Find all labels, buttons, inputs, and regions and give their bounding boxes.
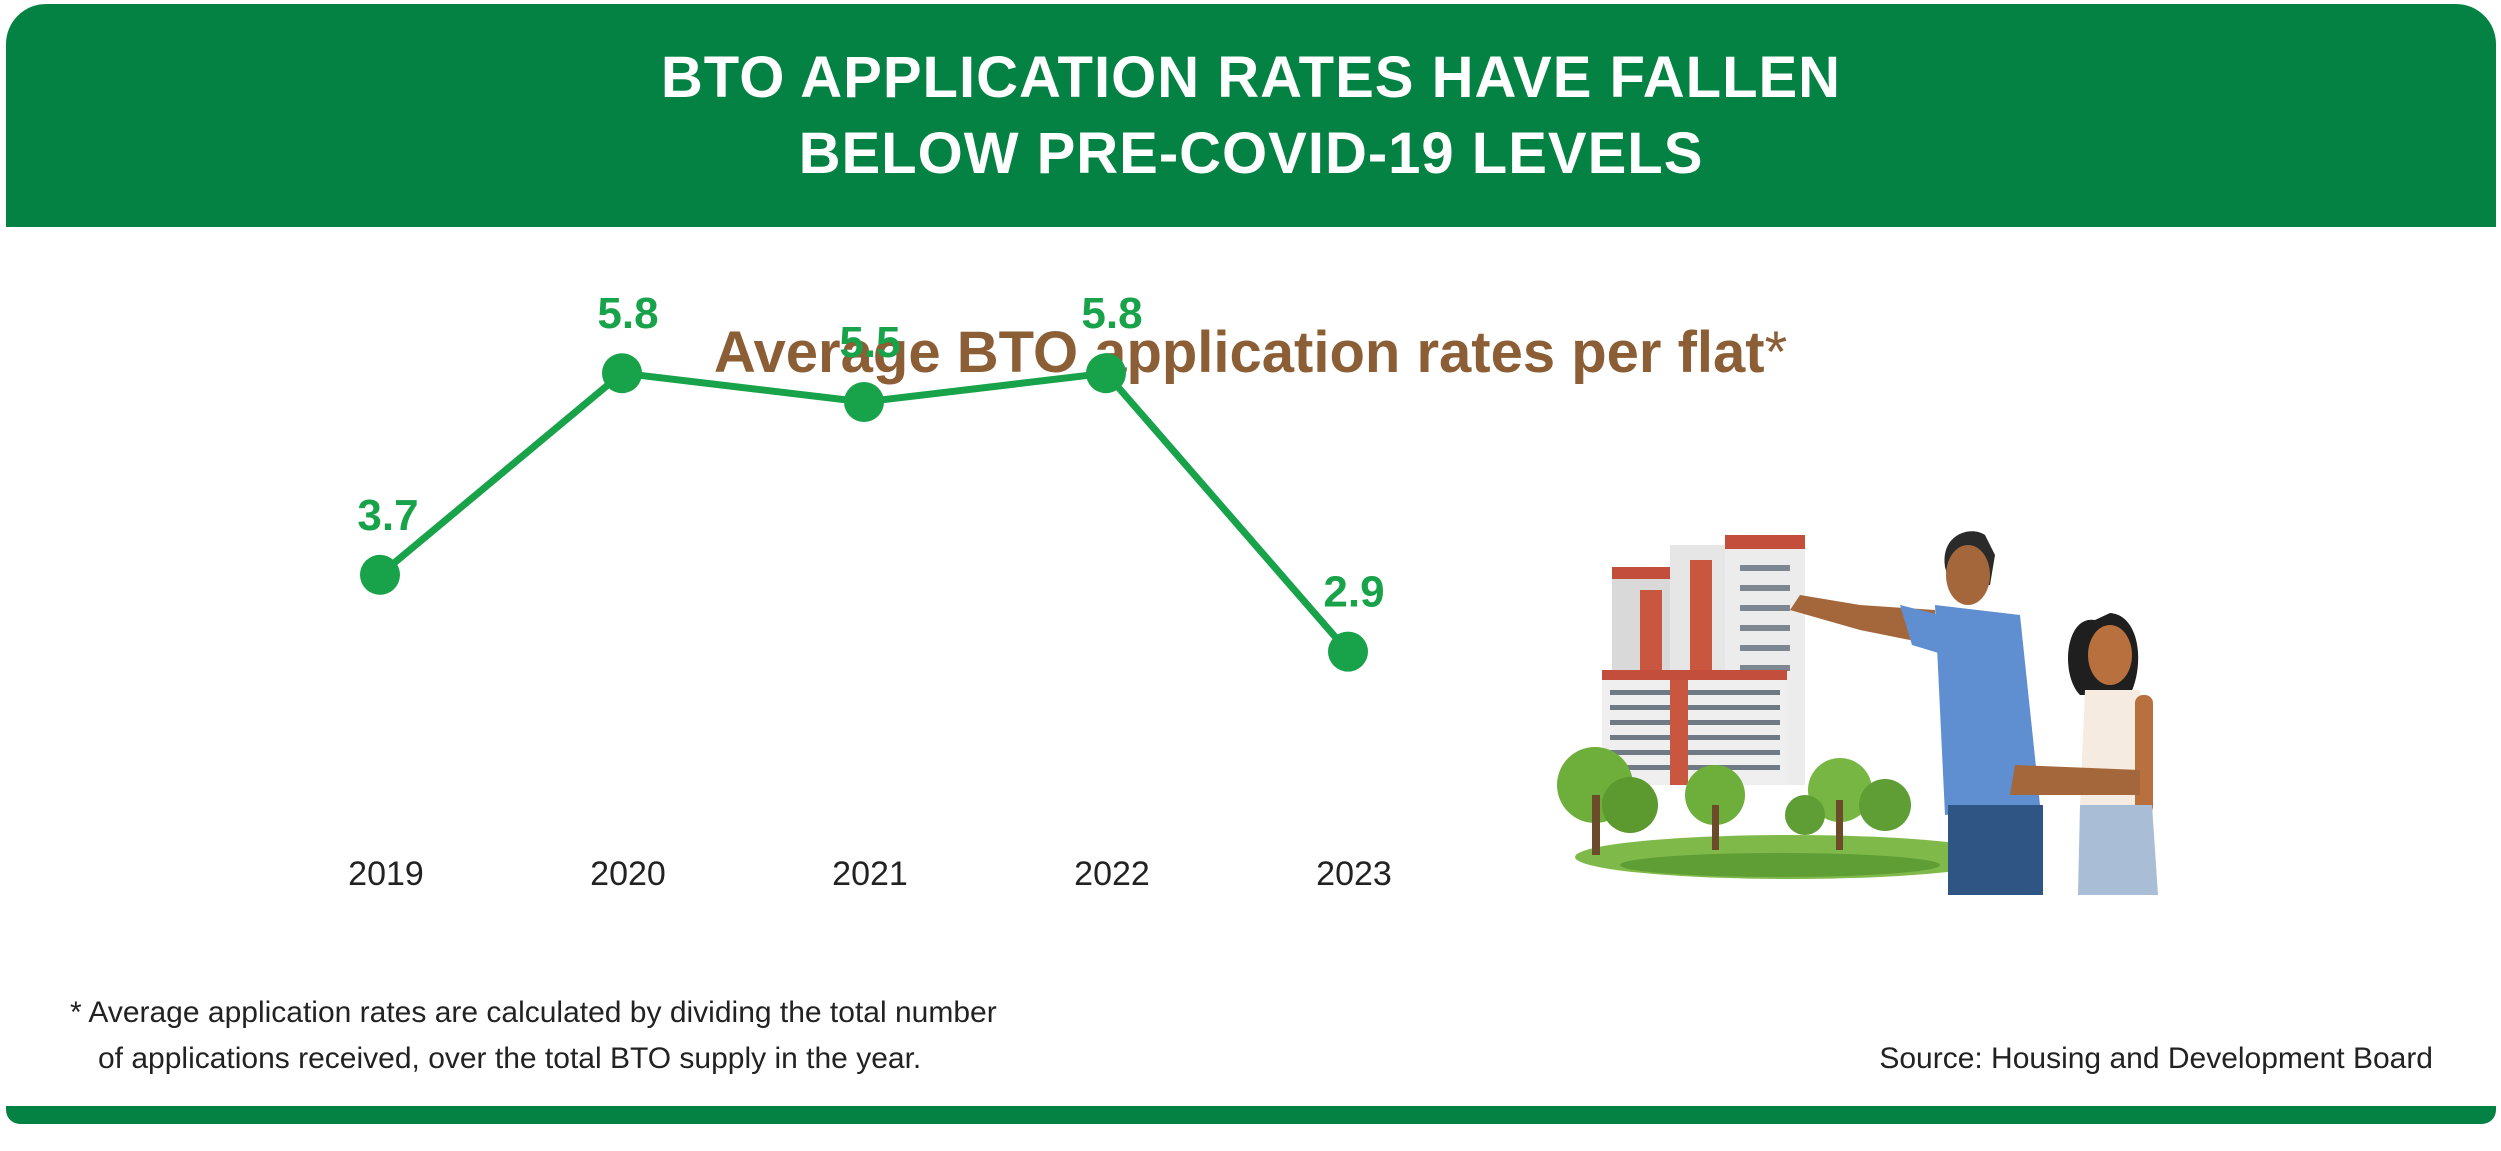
man-shirt [1935, 605, 2040, 815]
woman-figure [2068, 613, 2158, 895]
man-figure [1790, 531, 2140, 895]
x-tick-label-2023: 2023 [1316, 855, 1392, 893]
data-label-2022: 5.8 [1081, 289, 1142, 338]
data-point-2020 [602, 353, 642, 394]
footnote-line-2: of applications received, over the total… [98, 1042, 922, 1075]
data-point-2022 [1086, 353, 1126, 394]
data-point-layer [360, 353, 1368, 672]
x-tick-label-2020: 2020 [590, 855, 666, 893]
x-tick-label-2019: 2019 [348, 855, 424, 893]
data-point-2019 [360, 554, 400, 595]
bottom-bar [6, 1106, 2496, 1124]
source-note: Source: Housing and Development Board [1879, 1042, 2433, 1075]
tree-center [1685, 765, 1745, 825]
header-title-line-1: BTO APPLICATION RATES HAVE FALLEN [660, 44, 1842, 110]
data-point-2021 [844, 382, 884, 422]
chart-title: Average BTO application rates per flat* [0, 318, 2501, 388]
data-label-2019: 3.7 [357, 491, 418, 540]
man-pointing-arm [1790, 595, 1935, 645]
data-label-layer: 3.7 5.8 5.5 5.8 2.9 [357, 289, 1384, 616]
couple-looking-at-hdb-blocks-illustration [1557, 531, 2158, 895]
x-tick-label-2022: 2022 [1074, 855, 1150, 893]
data-point-2023 [1328, 631, 1368, 672]
header-title-line-2: BELOW PRE-COVID-19 LEVELS [798, 120, 1704, 186]
x-tick-label-layer: 2019 2020 2021 2022 2023 [348, 855, 1392, 893]
chart-title-text: Average BTO application rates per flat [713, 320, 1765, 385]
footnote-line-1: * Average application rates are calculat… [70, 996, 997, 1029]
header-banner: BTO APPLICATION RATES HAVE FALLEN BELOW … [6, 4, 2496, 227]
data-label-2023: 2.9 [1323, 568, 1384, 617]
man-arm-around [2010, 765, 2140, 795]
tree-right [1808, 758, 1872, 822]
data-label-2020: 5.8 [597, 289, 658, 338]
chart-title-asterisk: * [1764, 320, 1788, 385]
footnote: * Average application rates are calculat… [70, 990, 997, 1082]
data-label-2021: 5.5 [839, 318, 900, 367]
x-tick-label-2021: 2021 [832, 855, 908, 893]
